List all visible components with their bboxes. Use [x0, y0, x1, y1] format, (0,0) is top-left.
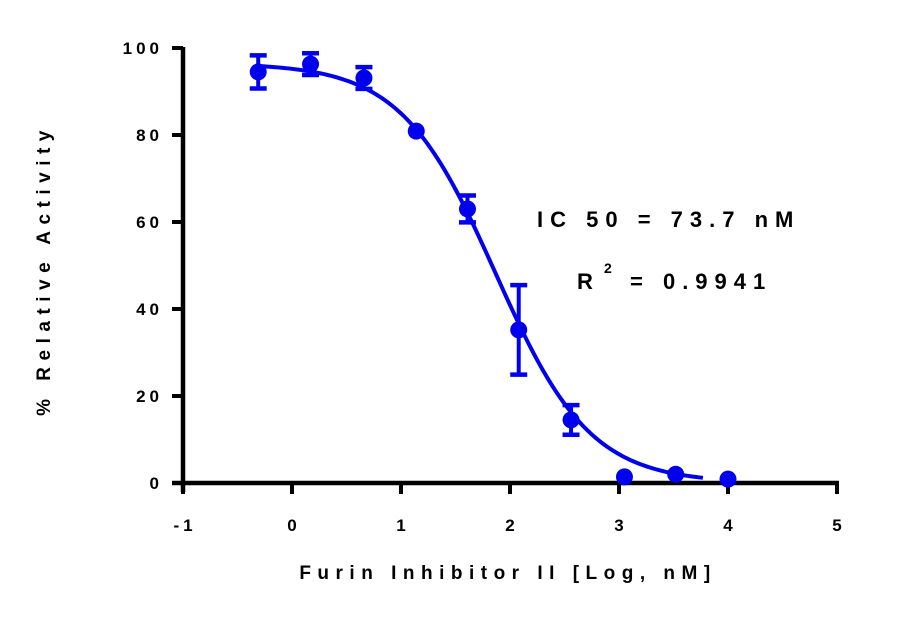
marker-circle [302, 55, 320, 73]
axes: 0 20 40 60 80 100 -1 0 1 2 3 4 5 [123, 39, 845, 535]
x-tick-label: 1 [396, 516, 409, 535]
x-tick-label: 3 [614, 516, 627, 535]
data-points [249, 50, 737, 488]
marker-circle [562, 411, 580, 429]
ic50-annotation: IC 50 = 73.7 nM [537, 207, 800, 232]
data-point [719, 470, 737, 488]
y-axis-title: % Relative Activity [34, 124, 55, 416]
marker-circle [249, 63, 267, 81]
data-point [667, 465, 685, 483]
data-point [355, 64, 373, 92]
data-point [407, 122, 425, 140]
data-point [615, 468, 633, 486]
r2-value: = 0.9941 [630, 269, 772, 294]
x-axis-title: Furin Inhibitor II [Log, nM] [299, 563, 716, 584]
y-tick-label: 60 [136, 213, 163, 232]
fit-curve-path [258, 64, 704, 480]
x-tick-label: -1 [173, 516, 196, 535]
x-tick-label: 4 [723, 516, 736, 535]
marker-circle [407, 122, 425, 140]
data-point [249, 53, 267, 91]
marker-circle [355, 69, 373, 87]
r2-base: R [577, 269, 600, 294]
marker-circle [458, 200, 476, 218]
x-tick-label: 2 [505, 516, 518, 535]
y-tick-label: 80 [136, 126, 163, 145]
y-tick-label: 0 [150, 474, 163, 493]
marker-circle [615, 468, 633, 486]
x-tick-label: 0 [287, 516, 300, 535]
x-tick-label: 5 [832, 516, 845, 535]
marker-circle [719, 470, 737, 488]
r2-superscript: 2 [604, 260, 612, 276]
y-tick-label: 40 [136, 300, 163, 319]
y-tick-label: 100 [123, 39, 163, 58]
y-tick-label: 20 [136, 387, 163, 406]
fit-curve [258, 64, 704, 480]
marker-circle [667, 465, 685, 483]
data-point [458, 193, 476, 225]
data-point [510, 282, 528, 377]
data-point [302, 50, 320, 78]
marker-circle [510, 321, 528, 339]
data-point [562, 402, 580, 437]
